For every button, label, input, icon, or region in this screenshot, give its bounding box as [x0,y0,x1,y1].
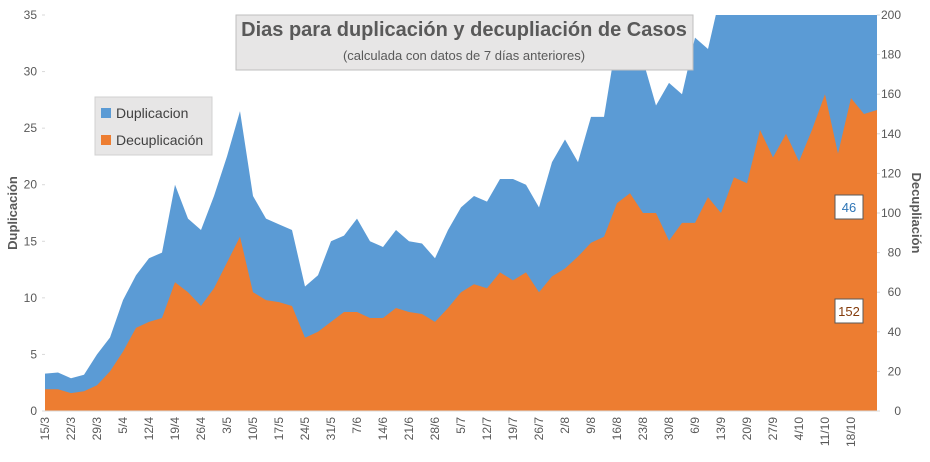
y-axis-title: Duplicación [5,176,20,250]
data-label: 152 [838,304,860,319]
data-label-box [834,194,864,220]
y2-tick-label: 120 [881,166,901,180]
data-label: 46 [842,200,856,215]
x-tick-label: 20/9 [740,417,754,441]
y-tick-label: 0 [30,404,37,418]
plot-area [45,15,877,411]
x-tick-label: 15/3 [38,417,52,441]
x-tick-label: 2/8 [558,417,572,434]
y-tick-label: 25 [24,121,38,135]
legend-box [94,96,213,156]
y-tick-label: 15 [24,234,38,248]
y2-tick-label: 80 [888,246,902,260]
y-tick-label: 5 [30,347,37,361]
x-tick-label: 11/10 [818,417,832,446]
y2-tick-label: 0 [894,404,901,418]
x-tick-label: 21/6 [402,417,416,441]
data-label-box [834,298,864,324]
x-tick-label: 31/5 [324,417,338,441]
x-tick-label: 22/3 [64,417,78,441]
x-tick-label: 24/5 [298,417,312,441]
area [45,94,877,411]
y2-tick-label: 200 [881,8,901,22]
chart-title: Dias para duplicación y decupliación de … [241,19,687,41]
y2-axis-title: Decupliación [909,173,924,254]
title-box [235,14,694,71]
y-tick-label: 10 [24,291,38,305]
x-tick-label: 16/8 [610,417,624,441]
x-tick-label: 23/8 [636,417,650,441]
x-tick-label: 26/4 [194,417,208,441]
x-tick-label: 6/9 [688,417,702,434]
legend-label: Decuplicación [116,132,203,148]
x-tick-label: 10/5 [246,417,260,441]
x-tick-label: 14/6 [376,417,390,441]
x-tick-label: 4/10 [792,417,806,441]
legend-label: Duplicacion [116,105,188,121]
y-tick-label: 35 [24,8,38,22]
y2-tick-label: 60 [888,285,902,299]
y2-tick-label: 160 [881,87,901,101]
y2-tick-label: 100 [881,206,901,220]
y2-tick-label: 180 [881,48,901,62]
x-tick-label: 5/4 [116,417,130,434]
x-tick-label: 12/7 [480,417,494,441]
x-tick-label: 27/9 [766,417,780,441]
x-tick-label: 3/5 [220,417,234,434]
x-tick-label: 26/7 [532,417,546,441]
x-tick-label: 17/5 [272,417,286,441]
x-tick-label: 7/6 [350,417,364,434]
legend-swatch [101,108,111,118]
y2-tick-label: 20 [888,364,902,378]
x-tick-label: 29/3 [90,417,104,441]
x-tick-label: 9/8 [584,417,598,434]
x-tick-label: 28/6 [428,417,442,441]
y-tick-label: 30 [24,65,38,79]
x-tick-label: 5/7 [454,417,468,434]
x-tick-label: 12/4 [142,417,156,441]
y2-tick-label: 140 [881,127,901,141]
legend-swatch [101,135,111,145]
x-tick-label: 19/7 [506,417,520,441]
x-tick-label: 19/4 [168,417,182,441]
chart-subtitle: (calculada con datos de 7 días anteriore… [343,48,585,63]
x-tick-label: 30/8 [662,417,676,441]
y2-tick-label: 40 [888,325,902,339]
x-tick-label: 13/9 [714,417,728,441]
x-tick-label: 18/10 [844,417,858,447]
y-tick-label: 20 [24,178,38,192]
